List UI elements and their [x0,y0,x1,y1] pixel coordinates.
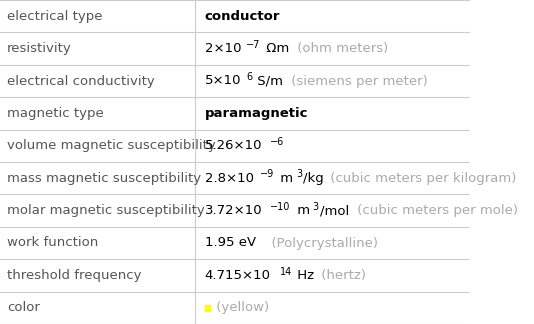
Text: molar magnetic susceptibility: molar magnetic susceptibility [7,204,205,217]
Text: −7: −7 [246,40,261,50]
Text: (cubic meters per mole): (cubic meters per mole) [353,204,518,217]
Text: (siemens per meter): (siemens per meter) [287,75,428,87]
Text: 4.715×10: 4.715×10 [205,269,271,282]
Text: (yellow): (yellow) [212,301,269,314]
Text: (ohm meters): (ohm meters) [293,42,389,55]
Text: Ωm: Ωm [262,42,289,55]
Text: 14: 14 [279,267,292,276]
Text: 3: 3 [296,169,302,179]
Text: 3: 3 [312,202,319,212]
Text: magnetic type: magnetic type [7,107,104,120]
Text: electrical conductivity: electrical conductivity [7,75,155,87]
Text: −6: −6 [270,137,284,147]
Text: electrical type: electrical type [7,10,103,23]
Text: volume magnetic susceptibility: volume magnetic susceptibility [7,139,216,152]
Text: 3.72×10: 3.72×10 [205,204,262,217]
Text: color: color [7,301,40,314]
Text: (cubic meters per kilogram): (cubic meters per kilogram) [326,172,517,185]
Text: (Polycrystalline): (Polycrystalline) [263,237,378,249]
Text: m: m [277,172,294,185]
Text: 6: 6 [246,72,252,82]
Text: −10: −10 [270,202,290,212]
Text: (hertz): (hertz) [317,269,366,282]
Text: 5×10: 5×10 [205,75,241,87]
Text: Hz: Hz [294,269,315,282]
Text: conductor: conductor [205,10,280,23]
Text: /mol: /mol [319,204,349,217]
Text: paramagnetic: paramagnetic [205,107,308,120]
Text: mass magnetic susceptibility: mass magnetic susceptibility [7,172,201,185]
Text: /kg: /kg [303,172,324,185]
Text: 1.95 eV: 1.95 eV [205,237,256,249]
Text: −9: −9 [260,169,274,179]
Text: S/m: S/m [253,75,283,87]
Bar [205,305,210,311]
Text: resistivity: resistivity [7,42,72,55]
Text: m: m [293,204,310,217]
Text: 5.26×10: 5.26×10 [205,139,262,152]
Text: 2.8×10: 2.8×10 [205,172,254,185]
Text: 2×10: 2×10 [205,42,241,55]
Text: threshold frequency: threshold frequency [7,269,142,282]
Text: work function: work function [7,237,98,249]
